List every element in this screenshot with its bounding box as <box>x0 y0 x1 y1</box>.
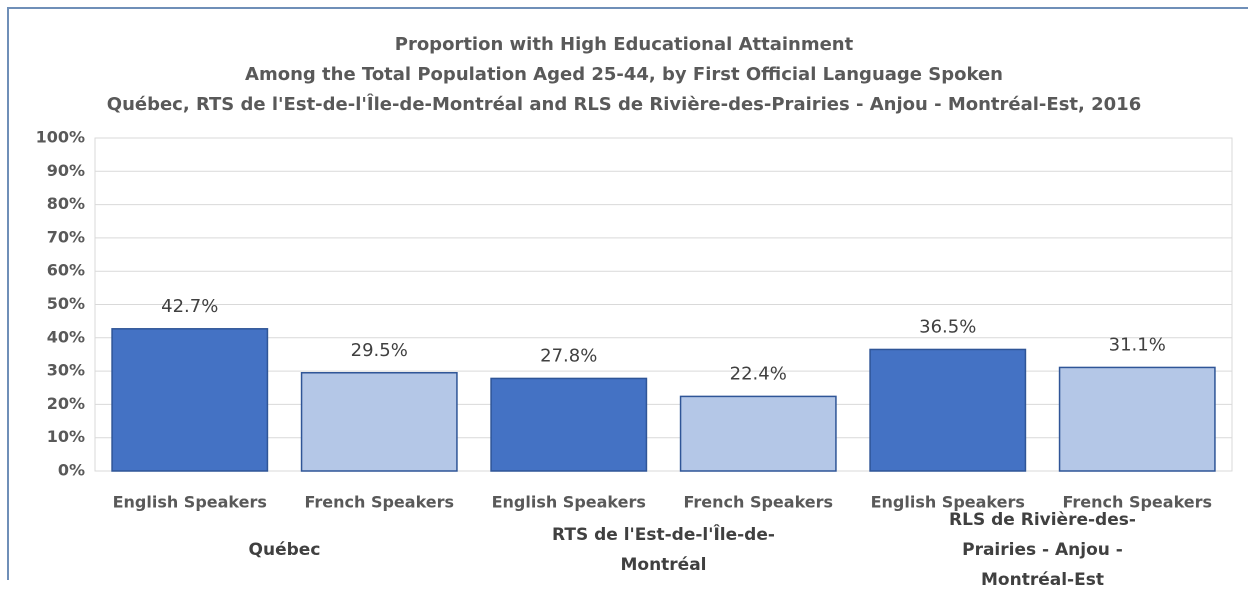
y-tick-label: 0% <box>58 461 85 480</box>
value-label: 36.5% <box>919 316 976 337</box>
group-label: RTS de l'Est-de-l'Île-de-Montréal <box>552 525 775 575</box>
y-tick-label: 10% <box>47 427 85 446</box>
bar <box>300 372 458 472</box>
bar <box>679 395 837 472</box>
x-tick-label: English Speakers <box>871 493 1025 512</box>
y-tick-label: 70% <box>47 227 85 246</box>
y-tick-label: 100% <box>36 128 85 147</box>
chart-title: Québec, RTS de l'Est-de-l'Île-de-Montréa… <box>107 93 1141 115</box>
bar <box>1058 366 1216 472</box>
value-label: 31.1% <box>1109 334 1166 355</box>
bar <box>490 377 648 472</box>
chart-border <box>7 7 1248 580</box>
y-tick-label: 40% <box>47 327 85 346</box>
y-tick-label: 20% <box>47 394 85 413</box>
x-tick-label: French Speakers <box>683 493 833 512</box>
chart-container: Proportion with High Educational Attainm… <box>7 7 1248 590</box>
y-tick-label: 50% <box>47 294 85 313</box>
bar <box>869 348 1027 472</box>
chart-title: Among the Total Population Aged 25-44, b… <box>245 64 1003 85</box>
chart: Proportion with High Educational Attainm… <box>7 7 1248 580</box>
y-tick-label: 90% <box>47 161 85 180</box>
bar <box>111 328 269 472</box>
group-label: RLS de Rivière-des-Prairies - Anjou - Mo… <box>949 510 1136 590</box>
value-label: 42.7% <box>161 296 218 317</box>
x-tick-label: French Speakers <box>304 493 454 512</box>
y-tick-label: 30% <box>47 361 85 380</box>
x-tick-label: French Speakers <box>1062 493 1212 512</box>
value-label: 27.8% <box>540 345 597 366</box>
y-tick-label: 80% <box>47 194 85 213</box>
chart-title: Proportion with High Educational Attainm… <box>395 34 854 55</box>
value-label: 22.4% <box>730 363 787 384</box>
group-label: Québec <box>248 540 321 560</box>
x-tick-label: English Speakers <box>113 493 267 512</box>
y-tick-label: 60% <box>47 261 85 280</box>
x-tick-label: English Speakers <box>492 493 646 512</box>
value-label: 29.5% <box>351 340 408 361</box>
